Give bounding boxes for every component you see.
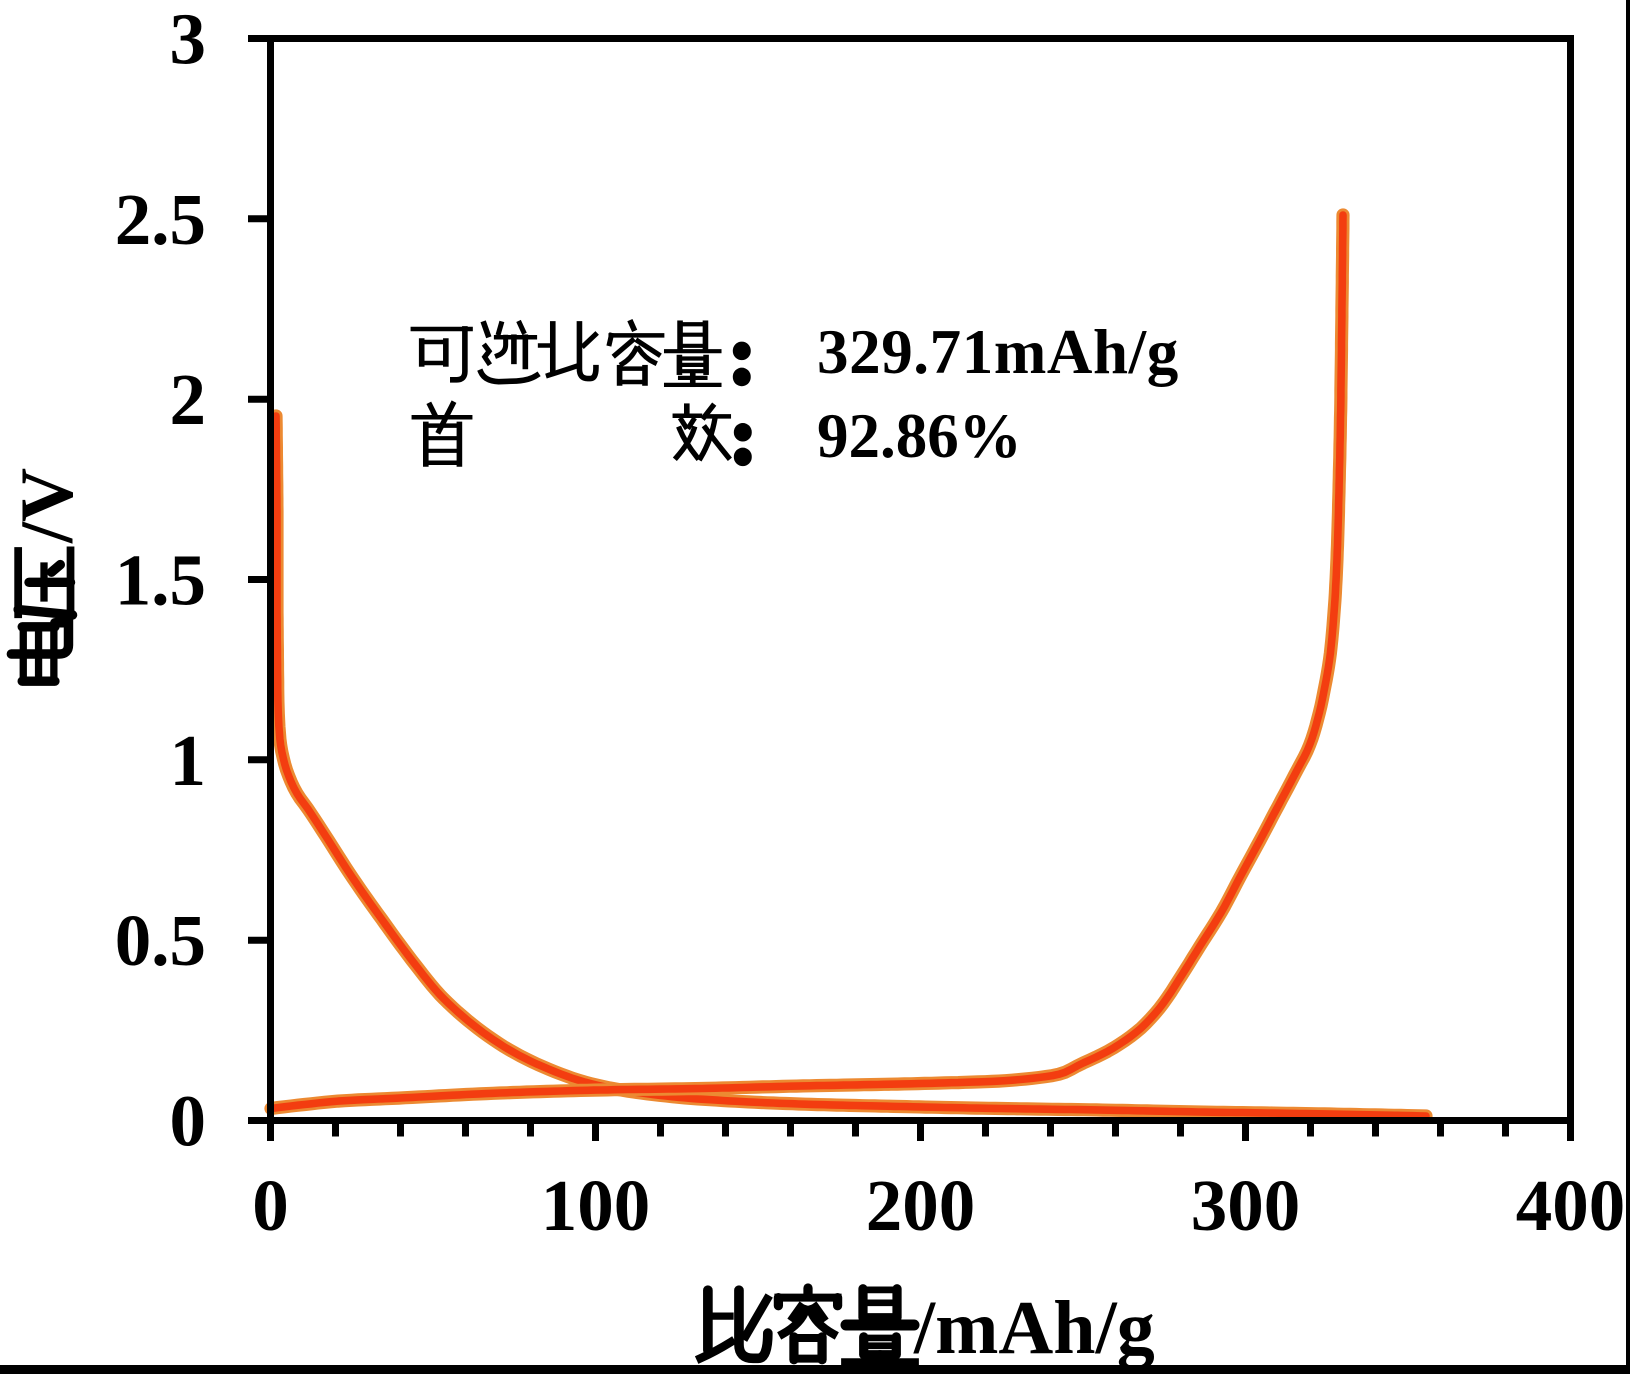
svg-text:0: 0 bbox=[252, 1165, 289, 1246]
svg-text:1: 1 bbox=[170, 720, 207, 801]
svg-text:2.5: 2.5 bbox=[115, 179, 206, 260]
svg-text:100: 100 bbox=[541, 1165, 651, 1246]
svg-text:0.5: 0.5 bbox=[115, 900, 206, 981]
svg-text:0: 0 bbox=[170, 1081, 207, 1162]
svg-text:/mAh/g: /mAh/g bbox=[913, 1286, 1155, 1370]
svg-text:400: 400 bbox=[1516, 1165, 1626, 1246]
svg-text:1.5: 1.5 bbox=[115, 540, 206, 621]
svg-text:200: 200 bbox=[866, 1165, 976, 1246]
svg-text:329.71mAh/g: 329.71mAh/g bbox=[817, 317, 1179, 387]
svg-text:92.86%: 92.86% bbox=[817, 401, 1022, 471]
svg-text:3: 3 bbox=[170, 0, 207, 80]
svg-text:/V: /V bbox=[6, 468, 89, 544]
svg-text:2: 2 bbox=[170, 359, 207, 440]
svg-text:300: 300 bbox=[1191, 1165, 1301, 1246]
